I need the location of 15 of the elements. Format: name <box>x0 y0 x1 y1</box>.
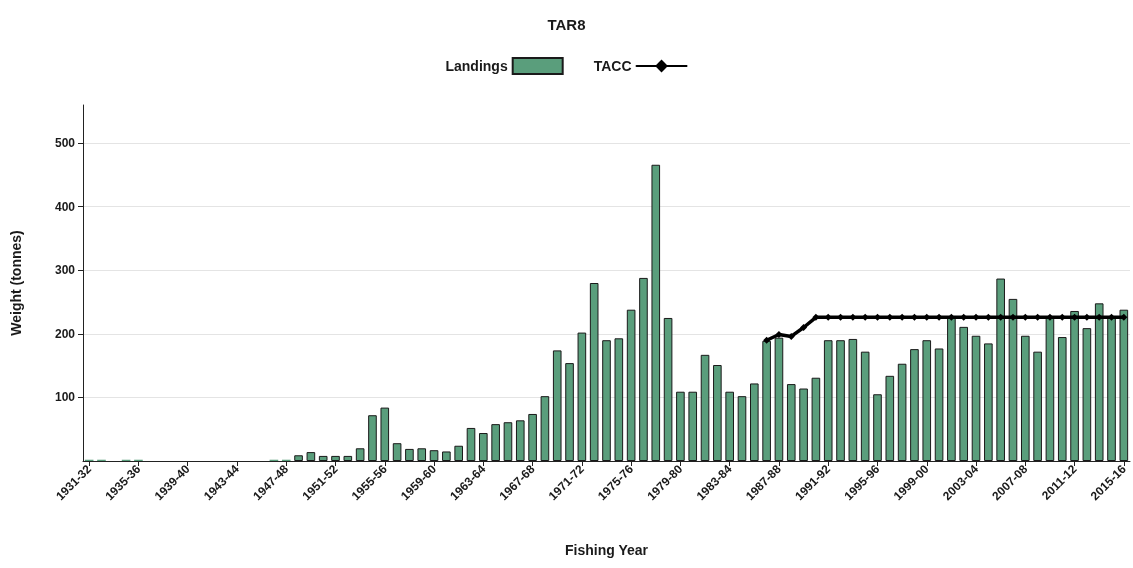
y-tick-label: 300 <box>54 263 76 278</box>
point <box>775 330 783 338</box>
chart-title: TAR8 <box>547 16 586 33</box>
point <box>800 324 808 331</box>
point <box>787 332 795 340</box>
point <box>1120 313 1128 321</box>
x-axis-title: Fishing Year <box>565 542 649 558</box>
y-tick-label: 200 <box>54 326 76 341</box>
y-tick-label: 100 <box>54 390 76 405</box>
legend-label: Landings <box>445 58 508 74</box>
y-tick-label: 500 <box>54 136 76 151</box>
y-tick-label: 400 <box>54 199 76 214</box>
point <box>763 336 771 344</box>
legend-label: TACC <box>593 58 632 74</box>
y-axis-title: Weight (tonnes) <box>8 230 24 336</box>
